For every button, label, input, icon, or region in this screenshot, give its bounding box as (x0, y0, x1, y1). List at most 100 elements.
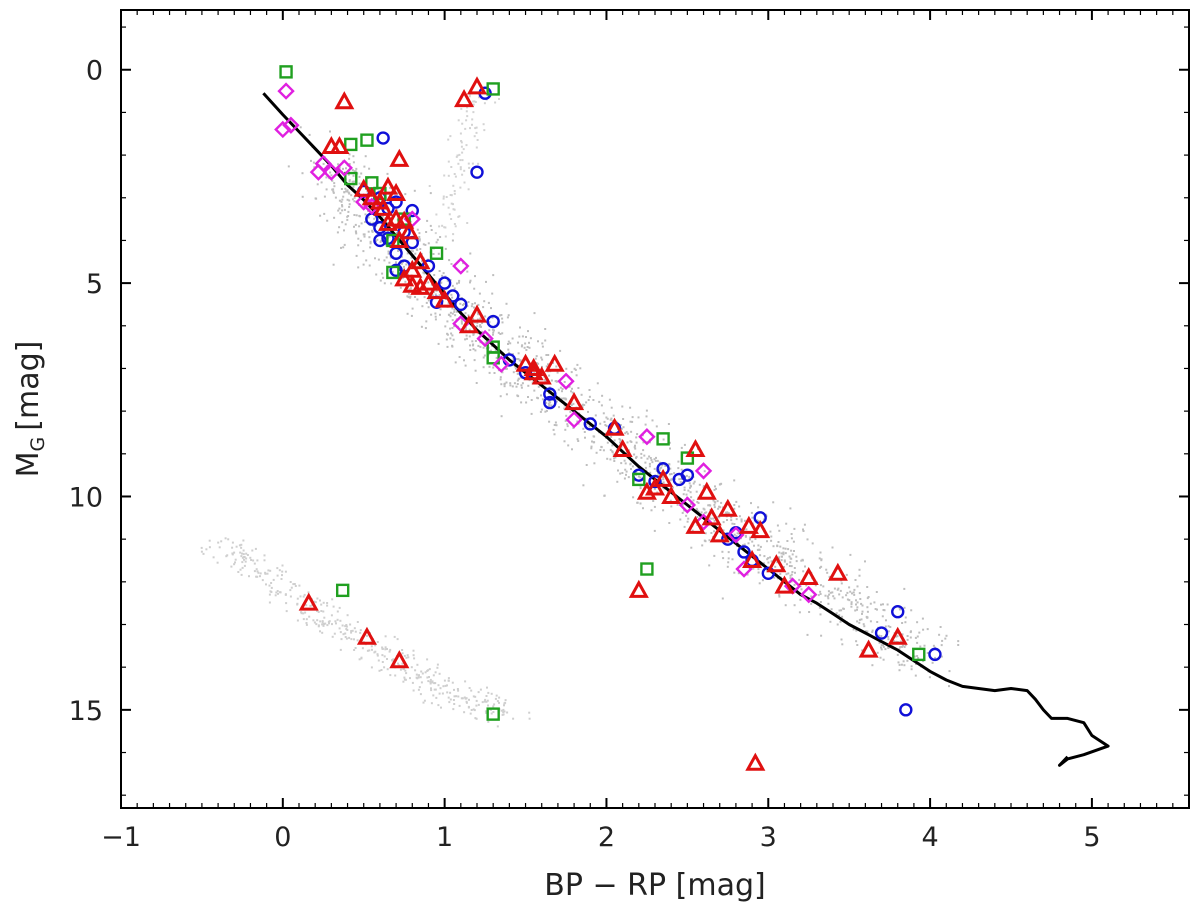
background-star (776, 561, 779, 564)
background-star (427, 680, 430, 683)
background-star (468, 698, 470, 701)
background-star (429, 224, 432, 227)
background-star (735, 535, 738, 538)
background-star (278, 569, 281, 572)
background-star (820, 558, 823, 561)
background-star (593, 462, 596, 465)
circle-marker (891, 605, 905, 619)
background-star (321, 631, 324, 634)
background-star (385, 256, 388, 259)
triangle-marker (858, 639, 879, 658)
background-star (854, 609, 857, 612)
background-star (478, 96, 481, 99)
background-star (464, 328, 467, 331)
background-star (389, 648, 392, 651)
background-star (503, 702, 506, 705)
background-star (906, 638, 909, 641)
background-star (459, 168, 462, 171)
background-star (316, 610, 318, 612)
background-star (422, 271, 425, 274)
background-star (733, 507, 736, 510)
background-star (265, 583, 267, 586)
triangle-marker (709, 524, 730, 543)
background-star (689, 486, 691, 489)
background-star (850, 603, 853, 605)
background-star (916, 641, 919, 644)
background-star (259, 572, 262, 575)
background-star (394, 674, 397, 677)
background-star (217, 541, 220, 544)
background-star (319, 630, 321, 633)
background-star (416, 677, 419, 680)
background-star (590, 445, 593, 448)
background-star (446, 279, 449, 282)
background-star (468, 166, 471, 169)
background-star (357, 237, 360, 240)
background-star (477, 691, 480, 694)
background-star (896, 653, 899, 656)
background-star (782, 547, 785, 550)
background-star (231, 553, 234, 556)
diamond-marker (277, 82, 295, 100)
background-star (501, 713, 504, 716)
triangle-marker (361, 187, 382, 206)
background-star (842, 607, 845, 610)
background-star (582, 427, 585, 430)
background-star (590, 447, 593, 450)
background-star (459, 166, 462, 169)
background-star (540, 408, 543, 411)
background-star (249, 556, 252, 559)
background-star (383, 655, 386, 658)
background-star (779, 572, 782, 575)
background-star (800, 559, 803, 562)
background-star (948, 685, 950, 688)
background-star (624, 462, 627, 465)
background-star (828, 575, 831, 578)
background-star (777, 541, 780, 543)
background-star (386, 648, 388, 650)
background-star (609, 448, 612, 451)
background-star (438, 294, 441, 297)
background-star (420, 681, 423, 684)
background-star (437, 342, 440, 345)
background-star (263, 559, 266, 562)
background-star (353, 627, 356, 630)
background-star (769, 530, 772, 533)
background-star (468, 335, 471, 338)
background-star (866, 606, 869, 609)
background-star (802, 570, 805, 573)
plot-background (121, 10, 1189, 808)
y-tick-label: 10 (69, 482, 103, 513)
background-star (845, 573, 848, 576)
background-star (874, 608, 877, 610)
background-star (345, 637, 348, 640)
background-star (437, 684, 440, 687)
background-star (910, 665, 913, 668)
background-star (552, 399, 555, 401)
background-star (494, 349, 497, 351)
background-star (277, 592, 279, 595)
circle-marker (373, 233, 387, 248)
background-star (472, 332, 475, 335)
background-star (562, 397, 565, 400)
background-star (855, 599, 857, 602)
background-star (358, 182, 361, 185)
background-star (321, 620, 324, 623)
background-star (453, 190, 456, 192)
background-star (938, 633, 941, 636)
background-star (472, 103, 475, 106)
background-star (855, 629, 858, 632)
background-star (341, 204, 343, 207)
background-star (426, 219, 429, 222)
background-star (347, 210, 350, 213)
background-star (524, 342, 527, 345)
background-star (436, 238, 439, 241)
background-star (773, 576, 776, 579)
background-star (569, 410, 572, 413)
background-giant-branch (428, 92, 500, 238)
background-star (600, 445, 603, 448)
square-marker (680, 451, 695, 465)
background-star (238, 544, 241, 547)
background-star (412, 689, 415, 692)
background-star (916, 655, 919, 657)
